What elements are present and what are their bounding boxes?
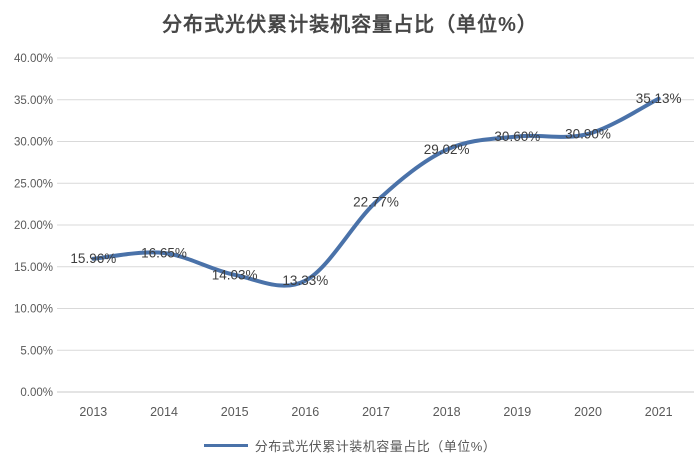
data-label: 35.13% bbox=[636, 91, 682, 106]
x-tick-label: 2018 bbox=[433, 405, 461, 419]
y-tick-label: 0.00% bbox=[20, 387, 53, 399]
data-label: 13.33% bbox=[282, 273, 328, 288]
legend-label: 分布式光伏累计装机容量占比（单位%） bbox=[254, 439, 497, 454]
x-tick-label: 2021 bbox=[645, 405, 673, 419]
legend-line-swatch bbox=[203, 444, 248, 447]
x-tick-label: 2019 bbox=[503, 405, 531, 419]
data-label: 15.96% bbox=[70, 251, 116, 266]
y-tick-label: 15.00% bbox=[14, 262, 53, 274]
series-line bbox=[91, 96, 661, 288]
y-tick-label: 5.00% bbox=[20, 345, 53, 357]
x-tick-label: 2013 bbox=[79, 405, 107, 419]
data-label: 30.90% bbox=[565, 126, 611, 141]
y-tick-label: 20.00% bbox=[14, 220, 53, 232]
x-tick-label: 2020 bbox=[574, 405, 602, 419]
x-tick-label: 2017 bbox=[362, 405, 390, 419]
y-tick-label: 30.00% bbox=[14, 137, 53, 149]
data-label: 29.02% bbox=[424, 142, 470, 157]
legend: 分布式光伏累计装机容量占比（单位%） bbox=[0, 436, 700, 455]
x-tick-label: 2016 bbox=[291, 405, 319, 419]
data-label: 30.60% bbox=[494, 129, 540, 144]
y-tick-label: 25.00% bbox=[14, 178, 53, 190]
data-label: 22.77% bbox=[353, 194, 399, 209]
y-tick-label: 40.00% bbox=[14, 53, 53, 65]
chart-title: 分布式光伏累计装机容量占比（单位%） bbox=[162, 14, 538, 36]
x-tick-label: 2015 bbox=[221, 405, 249, 419]
data-label: 14.03% bbox=[212, 267, 258, 282]
x-tick-label: 2014 bbox=[150, 405, 178, 419]
data-label: 16.65% bbox=[141, 245, 187, 260]
y-tick-label: 35.00% bbox=[14, 95, 53, 107]
y-tick-label: 10.00% bbox=[14, 304, 53, 316]
